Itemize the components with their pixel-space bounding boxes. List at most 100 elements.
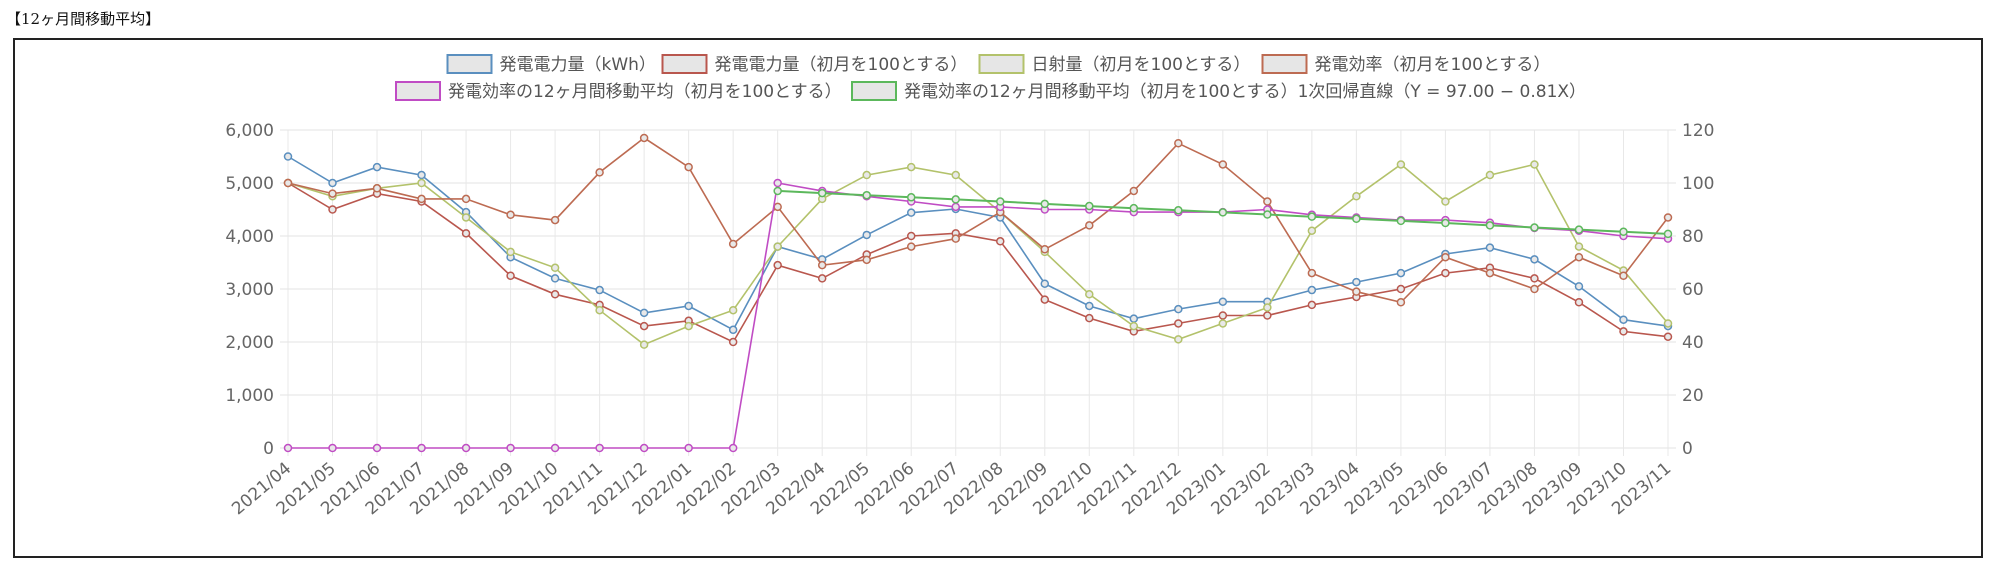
data-point-series-2 — [906, 231, 916, 241]
data-point-series-6 — [1352, 214, 1361, 224]
data-point-series-4 — [1085, 221, 1094, 230]
data-point-series-3 — [1441, 197, 1450, 206]
data-point-series-4 — [1174, 139, 1183, 148]
data-point-series-2 — [1619, 327, 1628, 336]
data-point-series-4 — [1441, 252, 1450, 262]
legend-swatch-5 — [395, 81, 441, 101]
data-point-series-3 — [1307, 226, 1317, 235]
page-caption: 【12ヶ月間移動平均】 — [6, 10, 161, 28]
data-point-series-6 — [1307, 212, 1317, 221]
data-point-series-1 — [1129, 314, 1139, 323]
data-point-series-4 — [1218, 160, 1228, 169]
data-point-series-5 — [417, 443, 426, 453]
data-point-series-6 — [1396, 216, 1406, 226]
data-point-series-4 — [1396, 298, 1406, 307]
data-point-series-4 — [372, 184, 382, 193]
y-right-tick-label: 100 — [1682, 174, 1714, 194]
data-point-series-1 — [372, 162, 382, 172]
data-point-series-4 — [1574, 252, 1584, 262]
data-point-series-3 — [1085, 290, 1094, 299]
y-left-tick-label: 5,000 — [225, 174, 274, 194]
data-point-series-4 — [1040, 245, 1050, 254]
data-point-series-6 — [1218, 208, 1228, 217]
data-point-series-4 — [1129, 186, 1139, 196]
legend-swatch-4 — [1261, 54, 1308, 74]
data-point-series-2 — [639, 321, 649, 331]
legend-swatch-6 — [851, 81, 897, 101]
data-point-series-5 — [684, 443, 693, 453]
data-point-series-2 — [1174, 319, 1183, 328]
legend-label-4: 発電効率（初月を100とする） — [1315, 55, 1551, 75]
data-point-series-4 — [550, 215, 560, 225]
data-point-series-5 — [506, 443, 515, 453]
data-point-series-2 — [1307, 300, 1317, 310]
data-point-series-4 — [906, 242, 916, 251]
legend-swatch-2 — [661, 54, 708, 74]
data-point-series-3 — [461, 213, 471, 222]
y-right-tick-label: 0 — [1682, 439, 1693, 459]
data-point-series-4 — [1619, 271, 1628, 280]
y-right-tick-label: 40 — [1682, 333, 1704, 353]
y-right-tick-label: 120 — [1682, 121, 1714, 141]
data-point-series-6 — [862, 190, 871, 200]
data-point-series-5 — [283, 443, 293, 453]
data-point-series-3 — [639, 340, 649, 349]
data-point-series-1 — [1485, 243, 1495, 252]
data-point-series-4 — [1663, 213, 1673, 222]
data-point-series-4 — [1485, 268, 1495, 278]
data-point-series-1 — [595, 285, 604, 295]
data-point-series-2 — [773, 260, 782, 270]
data-point-series-6 — [1441, 218, 1450, 228]
data-point-series-4 — [639, 133, 649, 143]
data-point-series-6 — [1485, 221, 1495, 230]
y-left-tick-label: 0 — [263, 439, 274, 459]
data-point-series-2 — [1441, 268, 1450, 278]
data-point-series-4 — [1307, 268, 1317, 278]
line-chart: 0 1,000 2,000 3,000 4,000 5,000 6,000 0 20 40 60 80… — [225, 54, 1714, 519]
data-point-series-6 — [1530, 223, 1539, 232]
data-point-series-1 — [417, 170, 426, 180]
data-point-series-1 — [283, 152, 293, 161]
data-point-series-4 — [1263, 197, 1272, 206]
data-point-series-3 — [595, 305, 604, 315]
data-point-series-6 — [1174, 206, 1183, 215]
data-point-series-2 — [550, 290, 560, 299]
legend-swatch-3 — [978, 54, 1025, 74]
data-point-series-3 — [862, 170, 871, 180]
data-point-series-2 — [1085, 313, 1094, 323]
data-point-series-4 — [1352, 287, 1361, 296]
data-point-series-4 — [817, 260, 827, 270]
data-point-series-2 — [1396, 284, 1406, 294]
data-point-series-3 — [1218, 319, 1228, 328]
data-point-series-1 — [1218, 297, 1228, 306]
data-point-series-1 — [906, 208, 916, 217]
series-line-1 — [287, 155, 1669, 331]
data-point-series-4 — [283, 178, 293, 188]
data-point-series-5 — [550, 443, 560, 453]
series-line-3 — [287, 163, 1669, 346]
data-point-series-2 — [506, 271, 515, 280]
data-point-series-3 — [1530, 160, 1539, 169]
data-point-series-6 — [1040, 199, 1050, 209]
data-point-series-1 — [1174, 304, 1183, 314]
data-point-series-2 — [1663, 332, 1673, 341]
data-point-series-5 — [951, 202, 960, 212]
y-left-tick-label: 2,000 — [225, 333, 274, 353]
data-point-series-5 — [595, 443, 604, 453]
data-point-series-2 — [996, 237, 1005, 246]
data-point-series-6 — [1263, 210, 1272, 219]
series-line-5 — [288, 182, 1669, 449]
data-point-series-3 — [1129, 321, 1139, 331]
data-point-series-1 — [1530, 255, 1539, 264]
data-point-series-2 — [1530, 274, 1539, 283]
legend-label-2: 発電電力量（初月を100とする） — [715, 55, 968, 75]
data-point-series-1 — [1040, 279, 1050, 288]
data-point-series-4 — [684, 162, 693, 172]
y-right-tick-label: 80 — [1682, 227, 1704, 247]
data-point-series-3 — [506, 247, 515, 257]
legend-label-5: 発電効率の12ヶ月間移動平均（初月を100とする） — [448, 82, 842, 102]
chart-frame: 0 1,000 2,000 3,000 4,000 5,000 6,000 0 20 40 60 80… — [13, 38, 1983, 558]
data-point-series-2 — [1263, 311, 1272, 320]
data-point-series-2 — [817, 274, 827, 283]
data-point-series-1 — [639, 308, 649, 318]
